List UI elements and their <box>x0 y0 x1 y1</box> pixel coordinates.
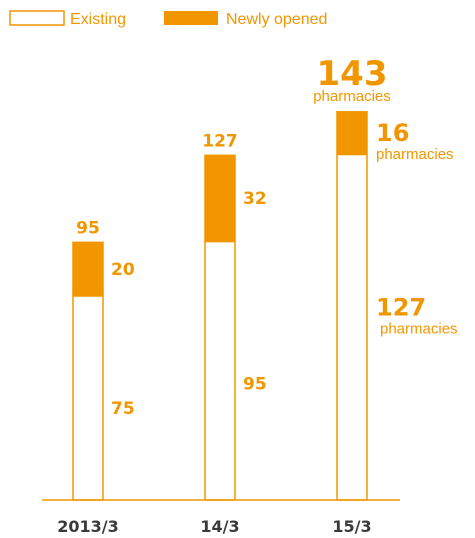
bar-existing-2 <box>204 240 236 501</box>
total-label-2: 127 <box>202 132 238 152</box>
existing-unit-label-3: pharmacies <box>380 321 458 338</box>
existing-value-label-1: 75 <box>111 399 135 419</box>
new-value-label-3: 16 <box>376 119 409 147</box>
legend-label-newly-opened: Newly opened <box>226 11 327 28</box>
x-tick-label-3: 15/3 <box>332 517 371 536</box>
value-labels: 9520751273295143pharmacies16pharmacies12… <box>76 54 457 419</box>
legend-swatch-newly-opened <box>164 11 218 25</box>
legend-label-existing: Existing <box>70 11 126 28</box>
new-unit-label-3: pharmacies <box>376 146 454 163</box>
bar-newly-opened-2 <box>204 154 236 242</box>
total-label-1: 95 <box>76 219 100 239</box>
legend-swatch-existing <box>9 10 65 26</box>
bar-existing-3 <box>336 153 368 501</box>
bars <box>72 111 368 501</box>
x-axis-tick-labels: 2013/3 14/3 15/3 <box>57 517 371 536</box>
bar-newly-opened-1 <box>72 241 104 296</box>
new-value-label-1: 20 <box>111 260 135 280</box>
new-value-label-2: 32 <box>243 189 267 209</box>
x-tick-label-1: 2013/3 <box>57 517 119 536</box>
existing-value-label-2: 95 <box>243 375 267 395</box>
bar-existing-1 <box>72 295 104 501</box>
x-tick-label-2: 14/3 <box>200 517 239 536</box>
total-label-3: 143 <box>317 54 388 94</box>
legend: Existing Newly opened <box>9 10 327 28</box>
existing-value-label-3: 127 <box>376 294 426 322</box>
bar-newly-opened-3 <box>336 111 368 155</box>
total-unit-label-3: pharmacies <box>313 88 391 105</box>
